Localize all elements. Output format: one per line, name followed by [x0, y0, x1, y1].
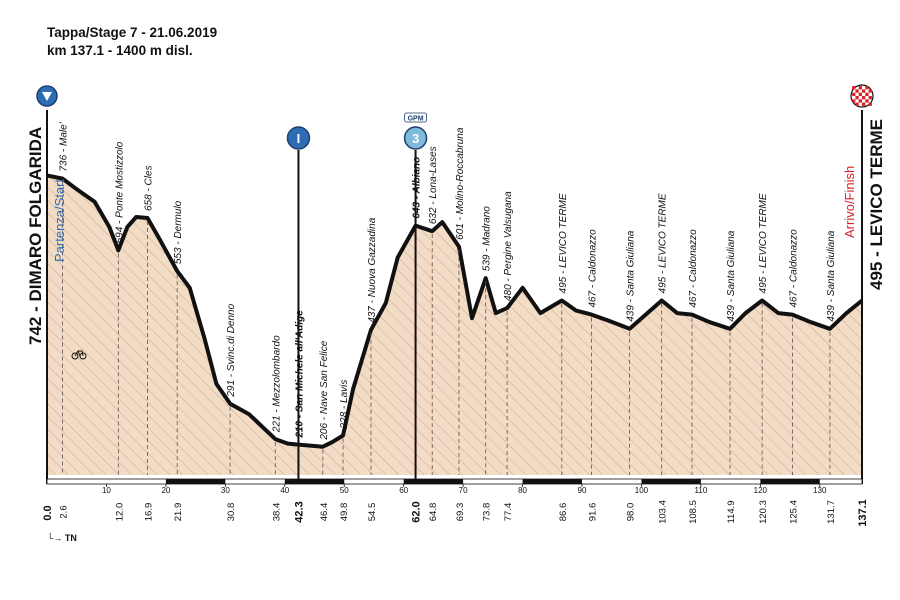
- profile-layer: [46, 173, 864, 475]
- endpoint-km-label: 0.0: [42, 505, 54, 520]
- corner-arrow-icon: └→: [47, 533, 63, 543]
- gpm-caption: GPM: [408, 116, 424, 123]
- waypoint-label: 439 - Santa Giuliana: [626, 230, 637, 322]
- x-tick-label: 80: [518, 486, 527, 495]
- axis-band-segment: [284, 479, 345, 484]
- checkered-flag-icon: [850, 84, 874, 108]
- waypoint-label: 467 - Caldonazzo: [788, 229, 799, 308]
- x-tick-label: 60: [399, 486, 408, 495]
- waypoint-km-label: 77.4: [503, 503, 514, 522]
- intermediate-sprint-symbol: I: [297, 131, 301, 146]
- waypoint-label: 467 - Caldonazzo: [688, 229, 699, 308]
- x-tick-label: 130: [813, 486, 827, 495]
- waypoint-km-label: 49.8: [339, 503, 350, 522]
- profile-line: [46, 173, 864, 449]
- markers-layer: I 3 GPM: [286, 112, 428, 482]
- waypoint-km-label: 64.8: [428, 503, 439, 522]
- waypoint-label: 439 - Santa Giuliana: [826, 230, 837, 322]
- finish-town-label: 495 - LEVICO TERME: [867, 119, 886, 290]
- waypoint-km-label: 42.3: [293, 501, 305, 522]
- x-tick-label: 20: [161, 486, 170, 495]
- waypoint-km-label: 54.5: [367, 503, 378, 522]
- stage-header: Tappa/Stage 7 - 21.06.2019 km 137.1 - 14…: [47, 24, 217, 60]
- axis-band-segment: [165, 479, 226, 484]
- province-code: TN: [64, 533, 77, 543]
- waypoint-label: 467 - Caldonazzo: [588, 229, 599, 308]
- waypoint-label: 439 - Santa Giuliana: [726, 230, 737, 322]
- waypoint-label: 495 - LEVICO TERME: [658, 193, 669, 293]
- x-tick-label: 110: [695, 486, 708, 495]
- x-tick-label: 70: [459, 486, 468, 495]
- endpoint-km-label: 137.1: [857, 499, 869, 527]
- waypoint-km-label: 131.7: [826, 500, 837, 524]
- waypoint-km-label: 21.9: [173, 503, 184, 522]
- start-finish-layer: 742 - DIMARO FOLGARIDA Partenza/Start 49…: [26, 84, 886, 345]
- x-tick-label: 90: [578, 486, 587, 495]
- axis-band-segment: [760, 479, 820, 484]
- waypoint-label: 553 - Dermulo: [173, 200, 184, 264]
- waypoint-label: 601 - Molino-Roccabruna: [455, 127, 466, 240]
- stage-distance-climb: km 137.1 - 1400 m disl.: [47, 43, 193, 58]
- waypoint-km-label: 2.6: [58, 505, 69, 518]
- start-arrow-icon: [36, 85, 58, 107]
- km-axis: 10 20 30 40 50 60 70 80 90 100 110 120 130 0.0 137.1: [42, 478, 869, 527]
- x-tick-label: 100: [635, 486, 649, 495]
- x-tick-label: 120: [754, 486, 768, 495]
- start-caption: Partenza/Start: [52, 179, 67, 262]
- waypoint-km-label: 73.8: [482, 503, 493, 522]
- waypoint-km-label: 86.6: [558, 503, 569, 522]
- axis-band-segment: [641, 479, 701, 484]
- bicycle-icon: [71, 350, 87, 360]
- waypoint-label: 658 - Cles: [143, 165, 154, 211]
- x-tick-label: 30: [221, 486, 230, 495]
- waypoint-km-label: 98.0: [626, 503, 637, 522]
- x-tick-label: 40: [280, 486, 289, 495]
- waypoint-label: 221 - Mezzolombardo: [271, 335, 282, 433]
- waypoint-label: 495 - LEVICO TERME: [758, 193, 769, 293]
- waypoint-km-label: 120.3: [758, 500, 769, 524]
- intermediate-sprint-icon: I: [286, 126, 311, 482]
- waypoint-label: 736 - Male': [58, 121, 69, 171]
- waypoints-layer: 736 - Male' 2.6 594 - Ponte Mostizzolo 12.0…: [46, 110, 863, 524]
- waypoint-km-label: 16.9: [143, 503, 154, 522]
- waypoint-km-label: 125.4: [788, 500, 799, 524]
- waypoint-km-label: 114.9: [726, 500, 737, 523]
- waypoint-km-label: 62.0: [411, 501, 423, 522]
- waypoint-label: 228 - Lavis: [339, 380, 350, 430]
- axis-band-segment: [403, 479, 464, 484]
- waypoint-label: 594 - Ponte Mostizzolo: [114, 141, 125, 243]
- waypoint-label: 291 - Svinc.di Denno: [226, 303, 237, 397]
- waypoint-label: 210 - San Michele all'Adige: [294, 310, 305, 439]
- stage-title: Tappa/Stage 7 - 21.06.2019: [47, 25, 218, 40]
- start-town-label: 742 - DIMARO FOLGARIDA: [26, 127, 45, 345]
- waypoint-km-label: 46.4: [319, 503, 330, 522]
- x-tick-label: 10: [102, 486, 111, 495]
- waypoint-label: 206 - Nave San Felice: [319, 340, 330, 440]
- waypoint-label: 480 - Pergine Valsugana: [503, 191, 514, 301]
- gpm-category: 3: [412, 131, 419, 146]
- x-tick-label: 50: [340, 486, 349, 495]
- finish-caption: Arrivo/Finish: [842, 166, 857, 238]
- waypoint-km-label: 69.3: [455, 503, 466, 522]
- waypoint-km-label: 38.4: [271, 503, 282, 522]
- waypoint-km-label: 91.6: [588, 503, 599, 522]
- waypoint-km-label: 103.4: [658, 500, 669, 524]
- waypoint-label: 437 - Nuova Gazzadina: [367, 217, 378, 323]
- waypoint-km-label: 108.5: [688, 500, 699, 524]
- province-note: └→ TN: [47, 533, 77, 543]
- waypoint-label: 539 - Madrano: [482, 206, 493, 271]
- waypoint-km-label: 12.0: [114, 503, 125, 522]
- waypoint-label: 643 - Albiano: [412, 157, 423, 219]
- waypoint-label: 495 - LEVICO TERME: [558, 193, 569, 293]
- axis-band-segment: [522, 479, 583, 484]
- waypoint-km-label: 30.8: [226, 503, 237, 522]
- profile-area: [47, 175, 862, 475]
- gpm-climb-icon: 3 GPM: [403, 112, 428, 482]
- waypoint-label: 632 - Lona-Lases: [428, 146, 439, 224]
